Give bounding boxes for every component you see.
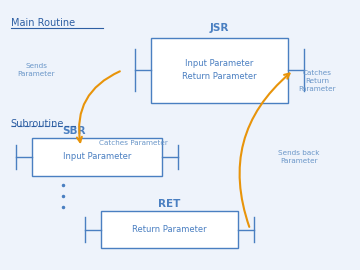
FancyBboxPatch shape [101,211,238,248]
Text: RET: RET [158,199,180,209]
FancyBboxPatch shape [32,138,162,176]
Text: JSR: JSR [210,23,229,33]
Text: Catches Parameter: Catches Parameter [99,140,168,146]
Text: Catches
Return
Parameter: Catches Return Parameter [298,70,336,92]
Text: SBR: SBR [62,126,86,136]
FancyArrowPatch shape [239,73,289,227]
Text: Sends back
Parameter: Sends back Parameter [278,150,320,164]
Text: Return Parameter: Return Parameter [132,225,207,234]
Text: Input Parameter
Return Parameter: Input Parameter Return Parameter [182,59,257,81]
Text: Input Parameter: Input Parameter [63,152,131,161]
Text: Sends
Parameter: Sends Parameter [17,63,55,77]
Text: Main Routine: Main Routine [11,18,75,28]
FancyArrowPatch shape [77,71,120,142]
FancyBboxPatch shape [151,38,288,103]
Text: Subroutine: Subroutine [11,119,64,129]
